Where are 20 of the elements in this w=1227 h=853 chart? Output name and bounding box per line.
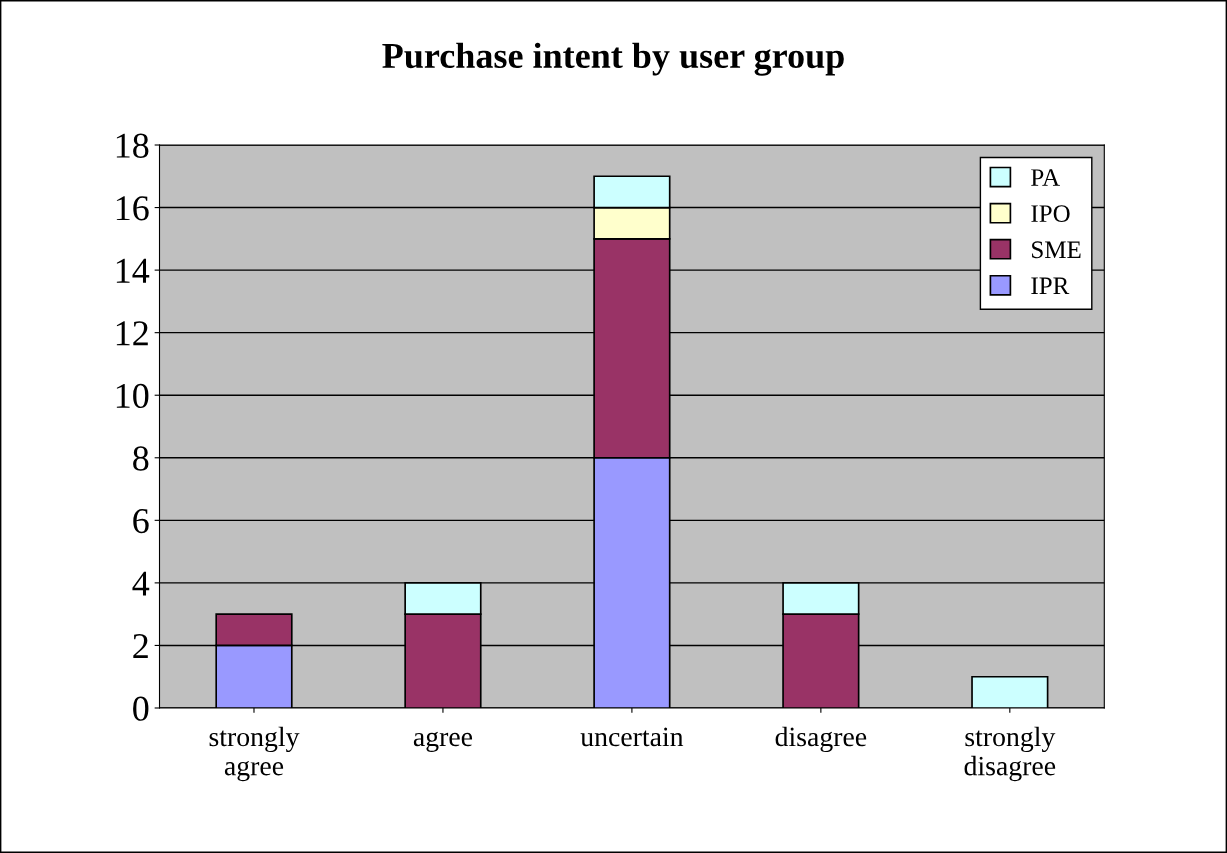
x-tick-label: agree (413, 731, 473, 752)
x-tick-label: disagree (775, 726, 867, 753)
x-tick-label: uncertain (580, 727, 684, 747)
y-tick-label: 4 (132, 571, 150, 596)
x-tick-label: strongly agree (209, 726, 300, 782)
y-tick-label: 10 (116, 383, 149, 409)
chart-title: Purchase intent by user group (382, 42, 844, 76)
y-tick-label: 0 (133, 696, 149, 721)
y-tick-label: 18 (116, 133, 149, 158)
legend-label: IPO (1031, 205, 1070, 223)
y-tick-label: 14 (116, 258, 150, 283)
legend-label: PA (1031, 169, 1060, 186)
legend-label: IPR (1031, 277, 1070, 294)
y-tick-label: 16 (116, 196, 149, 221)
x-tick-label: strongly disagree (964, 726, 1056, 782)
y-tick-label: 8 (133, 446, 149, 471)
y-tick-label: 12 (116, 321, 148, 346)
legend-label: SME (1032, 241, 1081, 259)
y-tick-label: 2 (133, 634, 148, 658)
y-tick-label: 6 (133, 508, 149, 534)
